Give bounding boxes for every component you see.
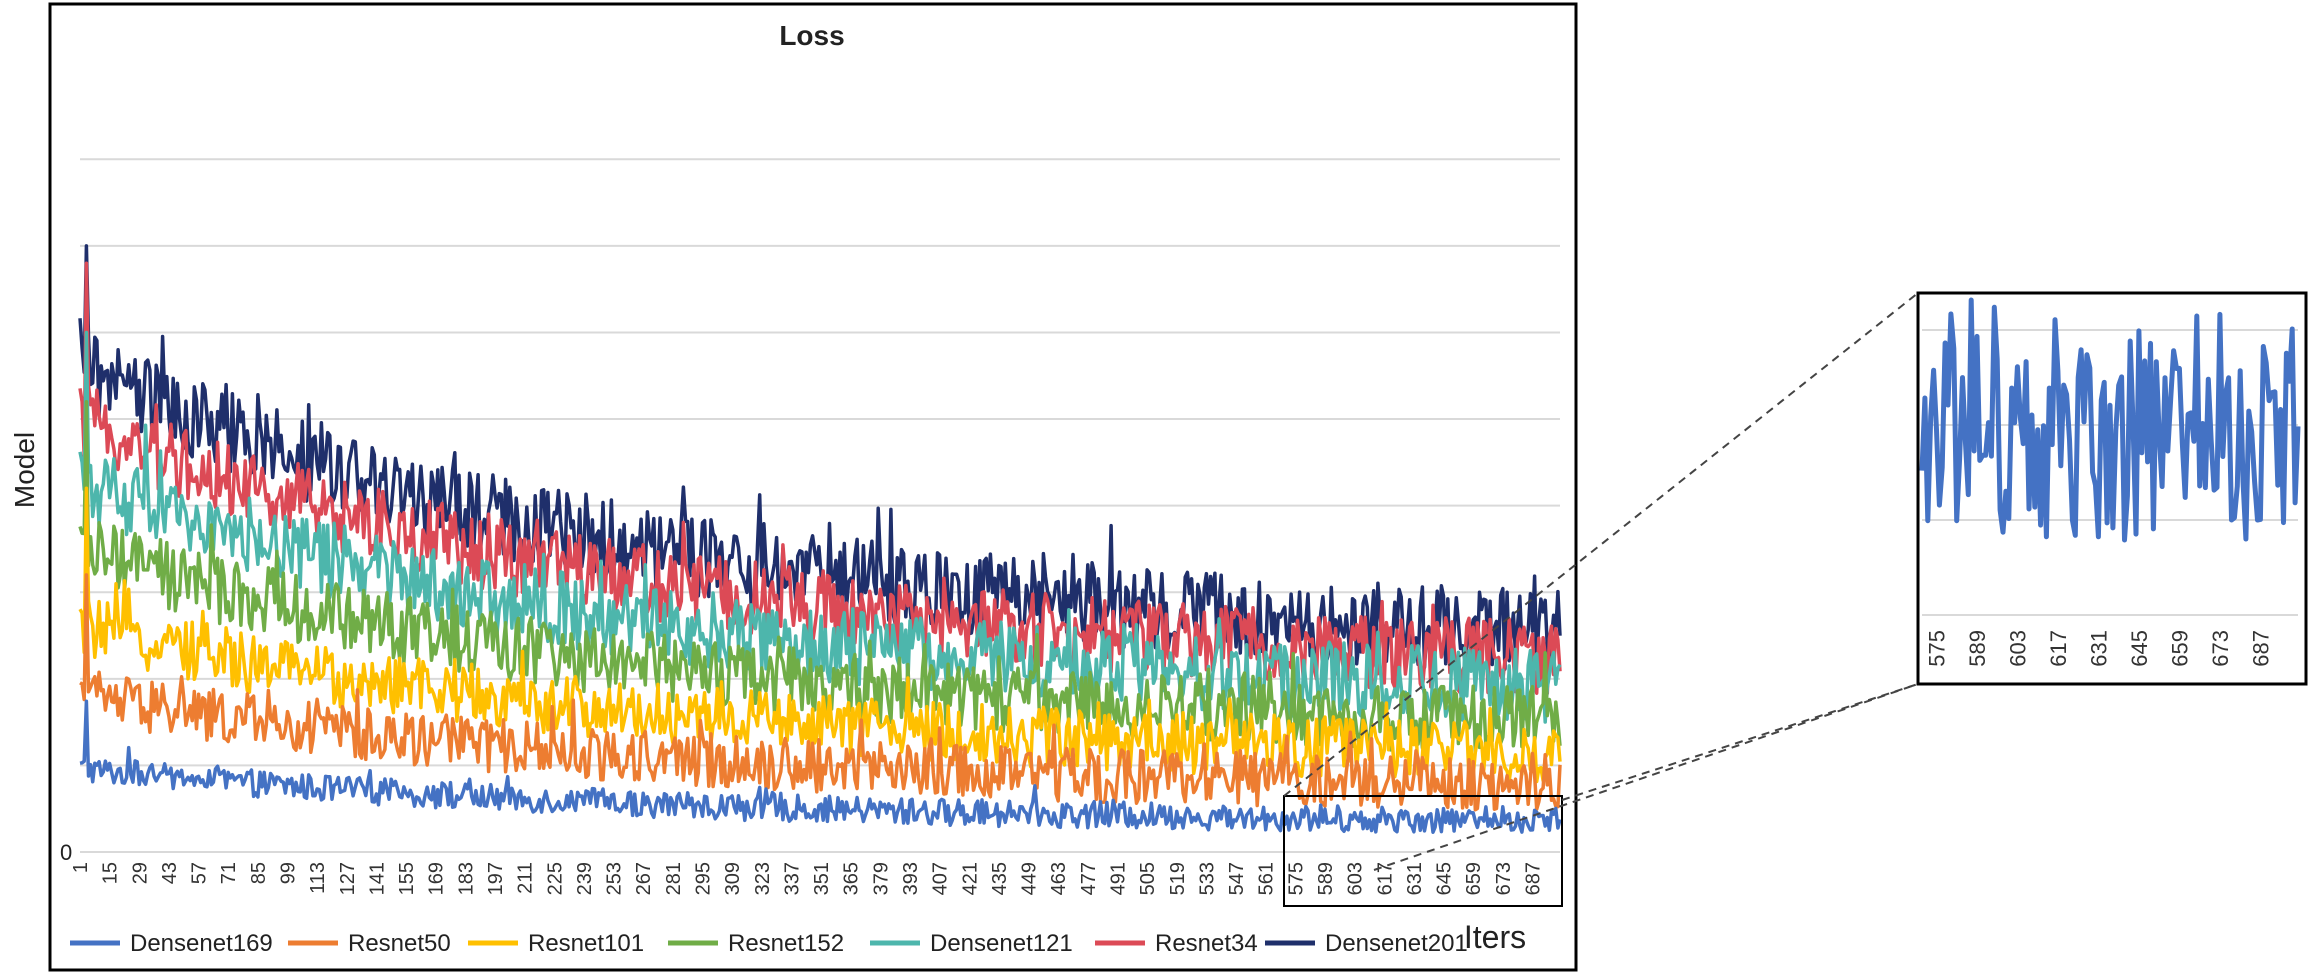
x-tick-label: 15 [100, 862, 122, 884]
x-tick-label: 463 [1048, 862, 1070, 895]
zoom-x-tick-label: 589 [1965, 630, 1990, 667]
zoom-x-tick-label: 631 [2086, 630, 2111, 667]
x-tick-label: 99 [277, 862, 299, 884]
zoom-connector-bottom-right [1561, 683, 1919, 801]
legend-label: Densenet121 [930, 930, 1073, 957]
legend-item: Resnet101 [468, 930, 644, 957]
zoom-series-line-densenet169 [1919, 297, 2301, 543]
x-tick-label: 253 [604, 862, 626, 895]
x-tick-label: 295 [692, 862, 714, 895]
x-tick-label: 239 [574, 862, 596, 895]
x-tick-label: 687 [1522, 862, 1544, 895]
legend-item: Densenet201 [1265, 930, 1468, 957]
zoom-x-tick-label: 659 [2167, 630, 2192, 667]
x-tick-label: 1 [70, 862, 92, 873]
x-tick-label: 421 [959, 862, 981, 895]
y-tick-label: 0 [60, 840, 72, 865]
x-tick-label: 589 [1315, 862, 1337, 895]
x-tick-label: 393 [900, 862, 922, 895]
x-tick-label: 57 [189, 862, 211, 884]
zoom-x-tick-labels: 575 589 603 617 631 645 659 673 687 [1924, 630, 2273, 667]
x-tick-labels: 1 15 29 43 57 71 85 99 113 127 141 155 169 183 197 211 2… [70, 862, 1544, 895]
zoom-x-tick-label: 603 [2005, 630, 2030, 667]
legend-item: Resnet50 [288, 930, 451, 957]
x-tick-label: 505 [1137, 862, 1159, 895]
x-tick-label: 659 [1463, 862, 1485, 895]
chart-title: Loss [779, 20, 844, 51]
series-lines [78, 244, 1562, 834]
zoom-x-tick-label: 687 [2248, 630, 2273, 667]
x-tick-label: 309 [722, 862, 744, 895]
x-tick-label: 435 [989, 862, 1011, 895]
legend-item: Densenet121 [870, 930, 1073, 957]
x-tick-label: 85 [248, 862, 270, 884]
x-tick-label: 519 [1167, 862, 1189, 895]
x-tick-label: 267 [633, 862, 655, 895]
series-line-resnet50 [79, 573, 1562, 812]
legend-label: Resnet50 [348, 930, 451, 957]
x-tick-label: 449 [1019, 862, 1041, 895]
x-tick-label: 603 [1345, 862, 1367, 895]
zoom-connector-top [1283, 292, 1919, 797]
legend-label: Densenet169 [130, 930, 273, 957]
series-line-densenet121 [78, 330, 1562, 724]
x-tick-label: 491 [1107, 862, 1129, 895]
legend-item: Densenet169 [70, 930, 273, 957]
x-tick-label: 547 [1226, 862, 1248, 895]
x-tick-label: 43 [159, 862, 181, 884]
x-tick-label: 141 [366, 862, 388, 895]
x-tick-label: 337 [781, 862, 803, 895]
zoom-x-tick-label: 575 [1924, 630, 1949, 667]
series-line-resnet152 [78, 399, 1562, 754]
x-tick-label: 533 [1196, 862, 1218, 895]
x-tick-label: 477 [1078, 862, 1100, 895]
x-tick-label: 211 [515, 862, 537, 894]
legend-label: Resnet34 [1155, 930, 1258, 957]
x-tick-label: 561 [1256, 862, 1278, 895]
x-tick-label: 29 [129, 862, 151, 884]
x-tick-label: 407 [930, 862, 952, 895]
x-tick-label: 71 [218, 862, 240, 884]
x-tick-label: 127 [337, 862, 359, 895]
y-axis-label: Model [9, 432, 40, 508]
zoom-x-tick-label: 617 [2046, 630, 2071, 667]
x-tick-label: 645 [1434, 862, 1456, 895]
x-tick-label: 379 [870, 862, 892, 895]
x-tick-label: 351 [811, 862, 833, 895]
zoom-region-box [1283, 795, 1563, 907]
chart-border [48, 2, 1578, 972]
x-tick-label: 113 [307, 862, 329, 894]
x-tick-label: 155 [396, 862, 418, 895]
series-line-densenet169 [79, 699, 1562, 834]
legend-label: Densenet201 [1325, 930, 1468, 957]
x-tick-label: 225 [544, 862, 566, 895]
legend-item: Resnet34 [1095, 930, 1258, 957]
x-tick-label: 281 [663, 862, 685, 895]
x-axis-label: Iters [1464, 919, 1526, 955]
zoom-series-lines [1919, 297, 2301, 543]
x-tick-label: 323 [752, 862, 774, 895]
x-tick-label: 631 [1404, 862, 1426, 895]
series-line-densenet201 [78, 244, 1562, 671]
x-tick-label: 673 [1493, 862, 1515, 895]
legend-item: Resnet152 [668, 930, 844, 957]
x-tick-label: 617 [1374, 862, 1396, 895]
zoom-x-tick-label: 673 [2208, 630, 2233, 667]
zoom-x-tick-label: 645 [2127, 630, 2152, 667]
x-tick-label: 197 [485, 862, 507, 895]
x-tick-label: 365 [841, 862, 863, 895]
legend-label: Resnet152 [728, 930, 844, 957]
legend-label: Resnet101 [528, 930, 644, 957]
legend: Densenet169 Resnet50 Resnet101 Resnet152 Den… [70, 930, 1468, 957]
zoom-connector-bottom [1373, 683, 1919, 871]
x-tick-label: 169 [426, 862, 448, 895]
x-tick-label: 575 [1285, 862, 1307, 895]
x-tick-label: 183 [455, 862, 477, 895]
